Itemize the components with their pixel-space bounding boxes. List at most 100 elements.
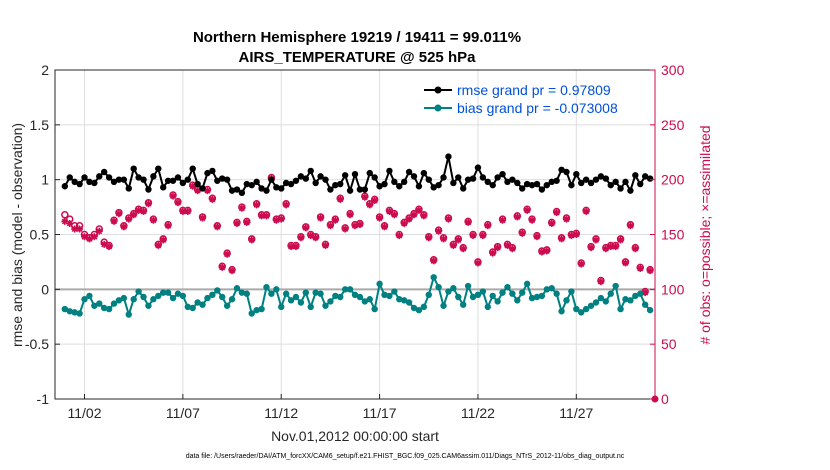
obs-assimilated-marker bbox=[317, 214, 325, 222]
obs-assimilated-stroke bbox=[642, 289, 649, 296]
obs-assimilated-marker bbox=[558, 235, 566, 243]
rmse-point bbox=[632, 172, 639, 179]
rmse-point bbox=[410, 173, 418, 180]
rmse-point bbox=[243, 180, 251, 188]
bias-point bbox=[278, 303, 285, 311]
rmse-point bbox=[504, 178, 511, 186]
x-tick-label: 11/22 bbox=[461, 405, 495, 421]
obs-assimilated-stroke bbox=[494, 244, 501, 251]
obs-assimilated-stroke bbox=[420, 212, 427, 219]
obs-assimilated-marker bbox=[405, 215, 413, 223]
rmse-point bbox=[219, 175, 226, 182]
rmse-point bbox=[637, 180, 644, 188]
obs-assimilated-marker bbox=[371, 197, 379, 205]
obs-assimilated-marker bbox=[444, 215, 452, 223]
bias-point bbox=[528, 294, 536, 302]
bias-point bbox=[140, 293, 147, 301]
rmse-point bbox=[140, 176, 147, 183]
obs-assimilated-stroke bbox=[150, 217, 157, 224]
bias-point bbox=[351, 291, 359, 299]
rmse-point bbox=[607, 181, 614, 189]
rmse-point bbox=[612, 178, 619, 186]
obs-assimilated-marker bbox=[425, 234, 433, 242]
obs-assimilated-marker bbox=[223, 250, 231, 258]
rmse-point bbox=[273, 184, 280, 191]
obs-assimilated-stroke bbox=[524, 207, 531, 214]
bias-point bbox=[189, 304, 196, 312]
bias-point bbox=[312, 289, 319, 296]
obs-assimilated-stroke bbox=[347, 211, 354, 218]
obs-assimilated-marker bbox=[592, 236, 600, 244]
bias-point bbox=[219, 293, 226, 301]
rmse-point bbox=[484, 178, 491, 186]
obs-assimilated-marker bbox=[110, 217, 118, 225]
bias-point bbox=[519, 289, 526, 296]
bias-point bbox=[573, 305, 580, 313]
rmse-point bbox=[568, 181, 575, 189]
obs-assimilated-marker bbox=[469, 232, 477, 240]
obs-assimilated-stroke bbox=[543, 247, 550, 254]
obs-assimilated-stroke bbox=[258, 212, 265, 219]
bias-point bbox=[450, 285, 457, 292]
rmse-point bbox=[120, 176, 128, 183]
bias-point bbox=[425, 291, 432, 299]
bias-point bbox=[553, 290, 560, 297]
rmse-point bbox=[238, 189, 246, 197]
rmse-point bbox=[292, 177, 300, 184]
right-tick-label: 50 bbox=[661, 336, 677, 352]
obs-assimilated-stroke bbox=[160, 236, 167, 243]
obs-assimilated-marker bbox=[184, 207, 192, 215]
obs-assimilated-stroke bbox=[386, 208, 393, 215]
rmse-point bbox=[464, 176, 472, 183]
obs-assimilated-stroke bbox=[529, 217, 536, 224]
bias-point bbox=[371, 305, 378, 313]
bias-point bbox=[464, 282, 472, 290]
obs-assimilated-marker bbox=[253, 201, 261, 209]
rmse-point bbox=[223, 176, 231, 183]
obs-assimilated-stroke bbox=[470, 232, 477, 239]
bias-point bbox=[174, 290, 182, 297]
obs-assimilated-marker bbox=[440, 235, 448, 243]
rmse-point bbox=[538, 186, 546, 193]
rmse-point bbox=[312, 179, 319, 187]
obs-assimilated-marker bbox=[149, 216, 157, 224]
obs-assimilated-stroke bbox=[509, 245, 516, 252]
obs-assimilated-stroke bbox=[445, 216, 452, 223]
rmse-point bbox=[646, 175, 654, 182]
bias-point bbox=[307, 303, 314, 311]
bias-point bbox=[430, 274, 437, 281]
obs-assimilated-marker bbox=[356, 221, 364, 229]
obs-assimilated-stroke bbox=[214, 223, 221, 230]
rmse-series bbox=[61, 153, 654, 197]
obs-assimilated-marker bbox=[562, 215, 570, 223]
bias-point bbox=[646, 306, 654, 314]
bias-point bbox=[273, 286, 280, 293]
obs-assimilated-marker bbox=[430, 257, 438, 265]
obs-assimilated-stroke bbox=[66, 220, 73, 227]
obs-assimilated-stroke bbox=[224, 251, 231, 258]
rmse-point bbox=[445, 153, 452, 160]
obs-assimilated-stroke bbox=[219, 264, 226, 271]
obs-assimilated-marker bbox=[213, 223, 221, 231]
obs-assimilated-marker bbox=[120, 223, 128, 231]
x-tick-label: 11/02 bbox=[68, 405, 102, 421]
rmse-point bbox=[228, 187, 236, 194]
rmse-point bbox=[400, 178, 408, 186]
obs-assimilated-stroke bbox=[563, 216, 570, 223]
bias-point bbox=[268, 290, 275, 297]
bias-point bbox=[514, 297, 521, 304]
rmse-point bbox=[159, 184, 167, 191]
obs-assimilated-stroke bbox=[101, 241, 108, 248]
rmse-point bbox=[528, 181, 536, 189]
rmse-point bbox=[278, 185, 285, 192]
rmse-point bbox=[351, 170, 359, 178]
obs-assimilated-marker bbox=[361, 193, 369, 201]
obs-assimilated-marker bbox=[631, 245, 639, 253]
obs-assimilated-marker bbox=[297, 234, 305, 242]
rmse-point bbox=[435, 181, 442, 189]
obs-assimilated-stroke bbox=[253, 201, 260, 208]
obs-assimilated-stroke bbox=[179, 208, 186, 215]
rmse-point bbox=[155, 165, 162, 172]
obs-assimilated-stroke bbox=[533, 233, 540, 240]
obs-assimilated-marker bbox=[248, 236, 256, 244]
